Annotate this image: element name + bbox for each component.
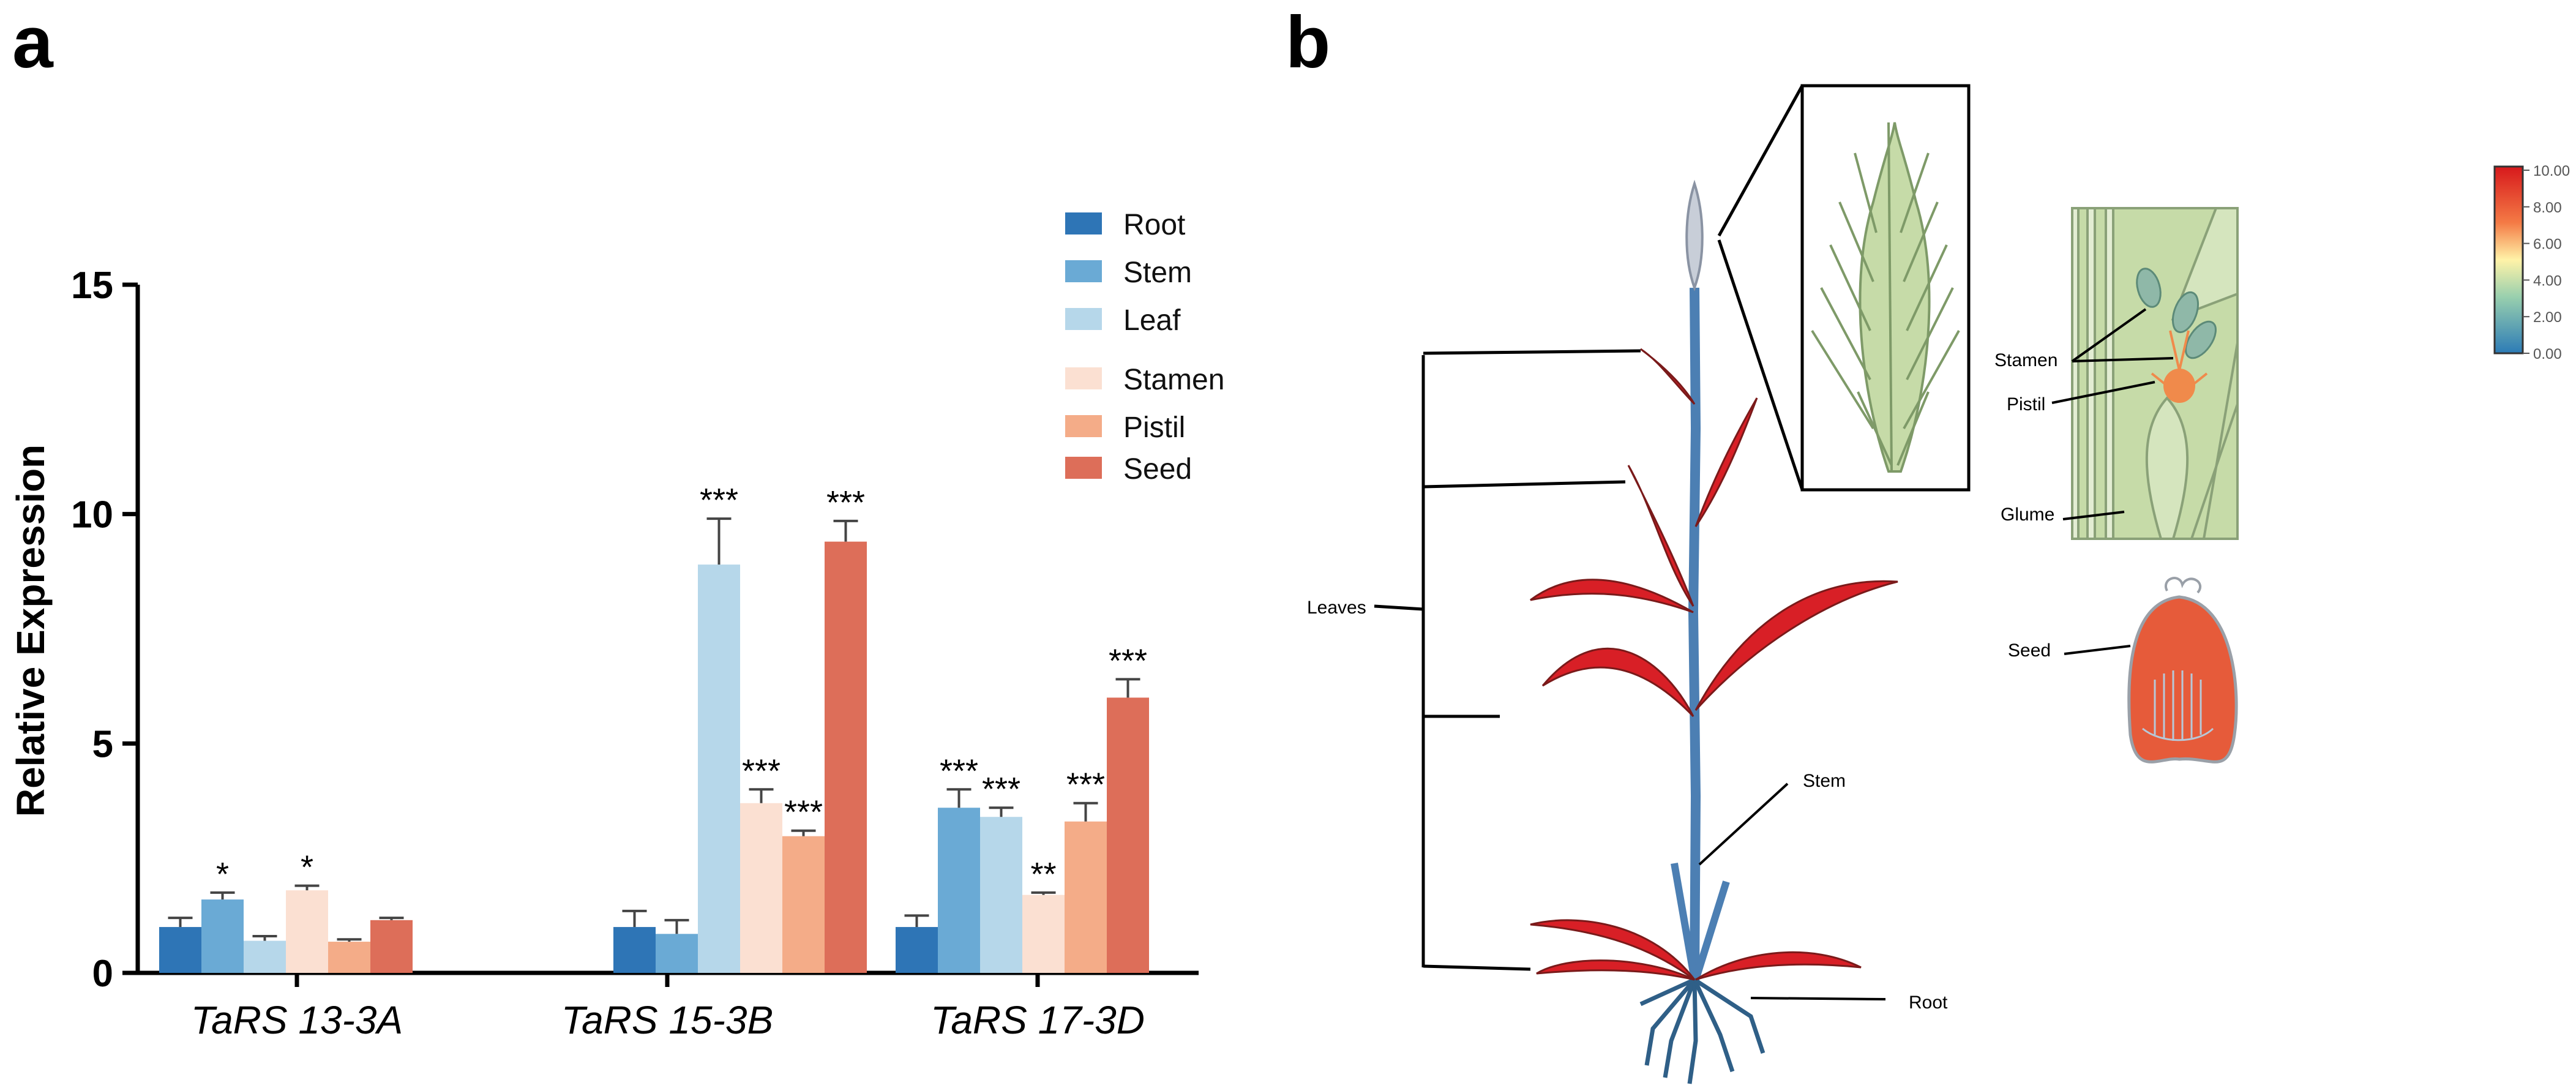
x-tick-label: TaRS 15-3B: [561, 998, 773, 1042]
bar-stem: [656, 934, 698, 973]
colorbar-tick-labels: 10.00 8.00 6.00 4.00 2.00 0.00: [2523, 163, 2570, 362]
colorbar-tick-label: 4.00: [2533, 272, 2562, 289]
bar-leaf: [244, 940, 286, 973]
x-tick-labels: TaRS 13-3A TaRS 15-3B TaRS 17-3D: [191, 973, 1145, 1042]
spike-inset-drawing: [1811, 122, 1960, 473]
bar-pistil: [1065, 821, 1107, 973]
plant-tiller-1: [1671, 862, 1698, 981]
root-leader-line: [1750, 997, 1886, 1000]
bar-seed: [370, 920, 413, 973]
colorbar-tick-label: 0.00: [2533, 346, 2562, 362]
label-stamen: Stamen: [1994, 350, 2057, 370]
stamen-leader-line-1: [2071, 308, 2147, 362]
label-glume: Glume: [2001, 505, 2054, 525]
y-axis-label: Relative Expression: [9, 445, 53, 817]
significance-marker: ***: [826, 484, 865, 521]
panel-a-letter: a: [12, 1, 53, 83]
bar-stamen: [286, 890, 328, 973]
label-leaves: Leaves: [1307, 598, 1366, 618]
significance-marker: ***: [982, 771, 1020, 808]
x-tick-label: TaRS 13-3A: [191, 998, 403, 1042]
bar-leaf: [980, 817, 1022, 973]
pistil-drawing: [2151, 330, 2208, 403]
y-tick-label: 10: [71, 494, 113, 536]
legend-label-root: Root: [1123, 209, 1185, 241]
significance-marker: ***: [940, 752, 978, 789]
significance-marker: ***: [1109, 642, 1147, 679]
bar-root: [159, 927, 201, 973]
seed-drawing: [2127, 577, 2238, 763]
label-pistil: Pistil: [2007, 394, 2045, 415]
bar-seed: [1107, 697, 1149, 973]
plant-stem: [1688, 287, 1701, 980]
pistil-leader-line: [2051, 381, 2155, 404]
label-root: Root: [1909, 992, 1948, 1013]
label-seed: Seed: [2008, 640, 2051, 661]
colorbar-tick-label: 10.00: [2533, 163, 2570, 179]
colorbar-tick-label: 6.00: [2533, 236, 2562, 253]
leaves-bracket: [1374, 349, 1641, 971]
bar-stem: [201, 899, 244, 973]
bar-root: [613, 927, 656, 973]
significance-marker: *: [301, 849, 313, 886]
bar-stamen: [1022, 895, 1065, 973]
legend-label-leaf: Leaf: [1123, 304, 1181, 337]
bar-leaf: [698, 565, 740, 973]
legend-label-pistil: Pistil: [1123, 411, 1185, 444]
plant-tiller-2: [1692, 880, 1730, 981]
colorbar-tick-label: 8.00: [2533, 200, 2562, 216]
significance-marker: ***: [784, 794, 823, 831]
significance-marker: ***: [700, 482, 738, 519]
spike-inset-frame: [1800, 84, 1971, 492]
bar-root: [896, 927, 938, 973]
legend-label-seed: Seed: [1123, 453, 1192, 486]
bar-pistil: [782, 836, 825, 973]
significance-marker: *: [216, 856, 229, 893]
floret-drawing: [2071, 207, 2239, 540]
inset-connector-top: [1717, 84, 1804, 237]
bar-seed: [825, 541, 867, 973]
y-tick-label: 0: [92, 953, 113, 995]
y-tick-label: 5: [92, 723, 113, 765]
plant-ear: [1685, 179, 1704, 291]
bars: * **************** ***********: [159, 482, 1149, 973]
legend-swatch-pistil: [1065, 415, 1102, 437]
bar-stamen: [740, 803, 782, 973]
stamen-drawing: [2136, 268, 2217, 359]
legend-swatch-stamen: [1065, 367, 1102, 389]
plant-leaves: [1530, 348, 1898, 981]
panel-b-letter: b: [1286, 1, 1331, 83]
colorbar-tick-label: 2.00: [2533, 309, 2562, 326]
legend-swatch-root: [1065, 212, 1102, 234]
legend-label-stem: Stem: [1123, 257, 1192, 289]
wheat-plant-diagram: Leaves Stem Root Stamen: [1307, 84, 2570, 1084]
bar-stem: [938, 808, 980, 973]
legend-swatch-stem: [1065, 260, 1102, 282]
colorbar: [2493, 165, 2524, 355]
bar-pistil: [328, 942, 370, 973]
legend-swatch-leaf: [1065, 308, 1102, 330]
y-ticks: 0 5 10 15: [71, 264, 138, 995]
plant-roots: [1639, 977, 1765, 1084]
inset-connector-bottom: [1717, 239, 1804, 490]
label-stem: Stem: [1803, 771, 1846, 791]
legend-swatch-seed: [1065, 457, 1102, 479]
stamen-leader-line-2: [2072, 357, 2174, 362]
legend-label-stamen: Stamen: [1123, 364, 1224, 396]
chart-legend: Root Stem Leaf Stamen Pistil Seed: [1065, 209, 1224, 486]
x-tick-label: TaRS 17-3D: [930, 998, 1145, 1042]
glume-leader-line: [2062, 511, 2125, 520]
y-tick-label: 15: [71, 264, 113, 307]
significance-marker: **: [1030, 856, 1056, 893]
significance-marker: ***: [742, 752, 781, 789]
seed-leader-line: [2064, 645, 2131, 655]
stem-leader-line: [1698, 782, 1789, 866]
significance-marker: ***: [1066, 767, 1105, 803]
